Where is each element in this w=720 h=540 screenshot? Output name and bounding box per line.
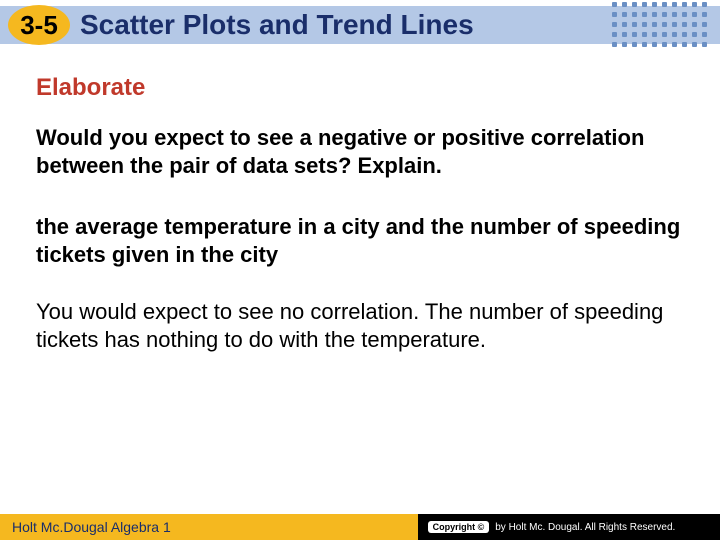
- slide-header: 3-5 Scatter Plots and Trend Lines: [0, 0, 720, 50]
- lesson-number-badge: 3-5: [8, 5, 70, 45]
- slide-footer: Holt Mc.Dougal Algebra 1 Copyright © by …: [0, 514, 720, 540]
- question-text: Would you expect to see a negative or po…: [36, 124, 684, 179]
- slide-content: Elaborate Would you expect to see a nega…: [0, 50, 720, 353]
- copyright-text: by Holt Mc. Dougal. All Rights Reserved.: [495, 522, 675, 533]
- copyright-badge: Copyright ©: [428, 521, 490, 533]
- footer-copyright: Copyright © by Holt Mc. Dougal. All Righ…: [418, 514, 720, 540]
- slide-title: Scatter Plots and Trend Lines: [80, 9, 474, 41]
- decorative-dots: [612, 2, 710, 50]
- answer-text: You would expect to see no correlation. …: [36, 298, 684, 353]
- footer-book-title: Holt Mc.Dougal Algebra 1: [0, 514, 418, 540]
- section-label: Elaborate: [36, 74, 684, 102]
- lesson-number: 3-5: [20, 10, 58, 41]
- sub-prompt-text: the average temperature in a city and th…: [36, 213, 684, 268]
